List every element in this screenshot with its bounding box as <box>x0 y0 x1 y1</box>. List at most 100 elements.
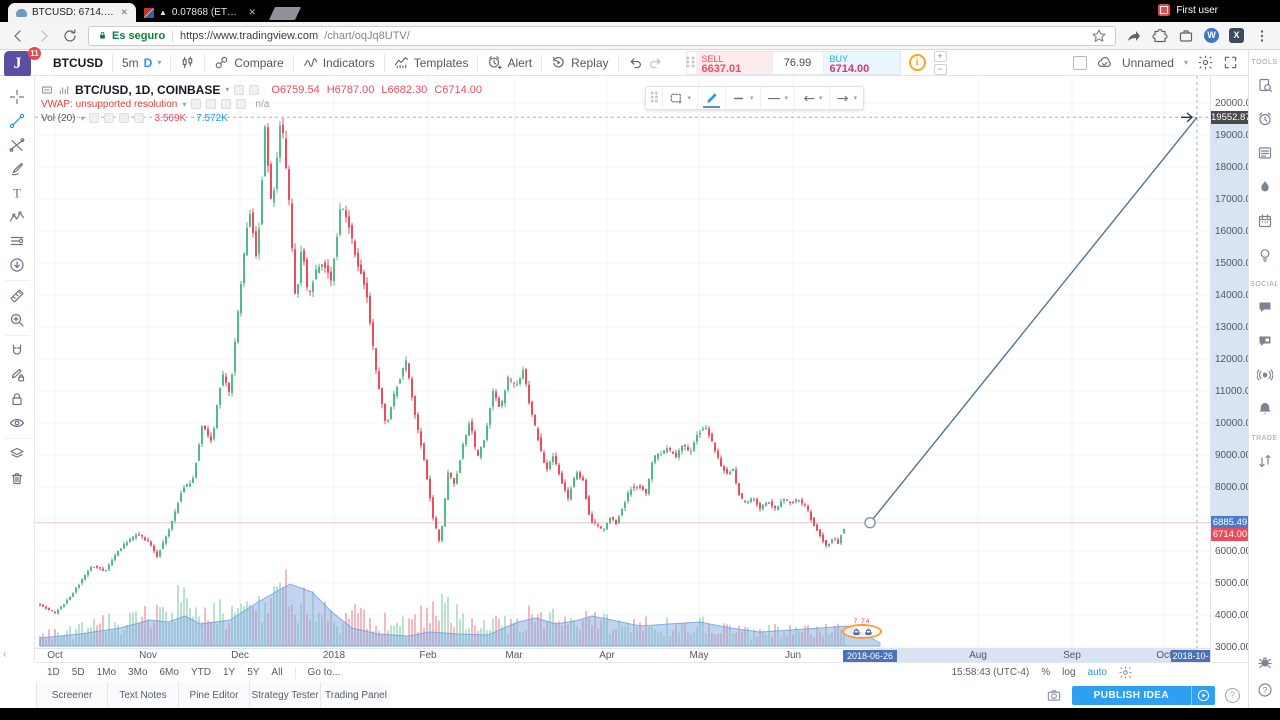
chevron-down-icon[interactable]: ▾ <box>1183 58 1188 67</box>
hotlists-button[interactable] <box>1249 170 1280 204</box>
chart-pane[interactable]: BTC/USD, 1D, COINBASE ▾ O6759.54 H6787.00… <box>35 76 1210 648</box>
zoom-out-button[interactable]: − <box>933 63 947 75</box>
sell-button[interactable]: SELL 6637.01 <box>695 51 772 74</box>
measure-ruler-tool[interactable] <box>0 284 35 308</box>
calendar-button[interactable] <box>1249 204 1280 238</box>
ship-emoji-marker[interactable]: 7 74 <box>840 618 884 640</box>
trading-panel-button[interactable] <box>1249 444 1280 478</box>
text-tool[interactable]: T <box>0 181 35 205</box>
indicator-settings-button[interactable] <box>89 113 100 123</box>
data-window-button[interactable] <box>1249 136 1280 170</box>
price-axis[interactable]: 20000.00 19000.00 18000.00 17000.00 16000.00… <box>1210 76 1248 662</box>
new-tab-button[interactable] <box>268 7 302 20</box>
alerts-button[interactable] <box>1249 102 1280 136</box>
play-circle-icon[interactable] <box>1197 689 1210 702</box>
indicator-visibility-button[interactable] <box>206 99 217 109</box>
auto-scale-button[interactable]: auto <box>1087 667 1107 678</box>
briefcase-icon[interactable] <box>1178 28 1194 44</box>
brush-tool[interactable] <box>0 157 35 181</box>
vwap-indicator-label[interactable]: VWAP: unsupported resolution <box>41 98 178 110</box>
tab-close-icon[interactable]: ✕ <box>248 7 256 17</box>
publish-idea-button[interactable]: PUBLISH IDEA <box>1071 685 1215 705</box>
forecast-tool[interactable] <box>0 229 35 253</box>
series-settings-button[interactable] <box>234 84 245 95</box>
undo-icon[interactable] <box>628 55 643 70</box>
extension-icon[interactable] <box>1152 28 1168 44</box>
object-tree-layers-tool[interactable] <box>0 442 35 466</box>
info-icon[interactable]: i <box>908 54 926 71</box>
clock-label[interactable]: 15:58:43 (UTC-4) <box>951 667 1030 678</box>
settings-gear-icon[interactable] <box>1198 55 1213 70</box>
x-extension-icon[interactable]: X <box>1229 28 1244 43</box>
templates-button[interactable]: Templates <box>385 50 478 75</box>
redo-icon[interactable] <box>648 55 663 70</box>
snapshot-camera-icon[interactable] <box>1046 688 1062 703</box>
draw-pencil-button[interactable] <box>696 87 725 109</box>
browser-profile[interactable]: First user <box>1158 4 1218 16</box>
indicators-button[interactable]: Indicators <box>294 50 384 75</box>
gann-fib-tool[interactable] <box>0 133 35 157</box>
compare-button[interactable]: Compare <box>205 50 292 75</box>
tab-screener[interactable]: Screener <box>36 682 107 708</box>
notifications-button[interactable] <box>1249 392 1280 426</box>
range-5y[interactable]: 5Y <box>247 667 260 678</box>
range-6mo[interactable]: 6Mo <box>159 667 179 678</box>
collapse-toolbar-chevron[interactable]: ‹ <box>3 649 7 660</box>
kebab-menu-icon[interactable] <box>1254 28 1270 44</box>
volume-indicator-label[interactable]: Vol (20) <box>41 112 76 124</box>
remove-drawings-trash-tool[interactable] <box>0 466 35 490</box>
browser-tab-active[interactable]: BTCUSD: 6714.00 ▼−0.67 ✕ <box>8 3 136 22</box>
drawing-lock-tool[interactable] <box>0 363 35 387</box>
alert-button[interactable]: Alert <box>478 50 541 75</box>
layout-checkbox[interactable] <box>1072 55 1087 70</box>
my-ideas-button[interactable] <box>1249 238 1280 272</box>
watchlist-button[interactable] <box>1249 68 1280 102</box>
chats-button[interactable] <box>1249 290 1280 324</box>
fullscreen-icon[interactable] <box>1223 55 1238 70</box>
indicator-close-button[interactable] <box>134 113 145 123</box>
w-extension-icon[interactable]: W <box>1204 28 1219 43</box>
bookmark-star-icon[interactable] <box>1091 28 1107 44</box>
range-1mo[interactable]: 1Mo <box>96 667 117 678</box>
marquee-select-button[interactable]: ▾ <box>662 87 697 109</box>
address-bar[interactable]: Es seguro | https://www.tradingview.com … <box>88 25 1116 46</box>
line-right-end-button[interactable]: ▾ <box>828 87 864 109</box>
help-button[interactable]: ? <box>1249 682 1280 698</box>
pattern-tool[interactable] <box>0 205 35 229</box>
refresh-icon[interactable] <box>62 28 78 44</box>
forward-icon[interactable] <box>36 28 52 44</box>
report-bug-button[interactable] <box>1249 654 1280 670</box>
zoom-in-button[interactable]: + <box>933 50 947 62</box>
line-style-button[interactable]: ▾ <box>724 87 760 109</box>
log-scale-button[interactable]: log <box>1062 667 1076 678</box>
line-left-end-button[interactable]: ▾ <box>794 87 829 109</box>
series-visibility-button[interactable] <box>249 84 260 95</box>
secure-chip[interactable]: Es seguro <box>97 30 165 42</box>
range-1y[interactable]: 1Y <box>222 667 236 678</box>
range-3mo[interactable]: 3Mo <box>128 667 148 678</box>
range-5d[interactable]: 5D <box>71 667 85 678</box>
indicator-add-button[interactable] <box>119 113 130 123</box>
browser-tab-inactive[interactable]: ▲ 0.07868 (ETHM18) Trad ✕ <box>136 3 264 22</box>
chevron-down-icon[interactable]: ▾ <box>157 58 162 67</box>
interval-5m[interactable]: 5m <box>122 55 139 70</box>
layout-name[interactable]: Unnamed <box>1121 55 1174 70</box>
ideas-stream-button[interactable] <box>1249 358 1280 392</box>
chart-style-candles-icon[interactable] <box>180 55 195 70</box>
share-arrow-icon[interactable] <box>1126 28 1142 44</box>
magnet-tool[interactable] <box>0 339 35 363</box>
indicator-close-button[interactable] <box>236 99 247 109</box>
time-axis[interactable]: Oct Nov Dec 2018 Feb Mar Apr May Jun Aug Sep Oct 20… <box>35 648 1210 662</box>
series-title[interactable]: BTC/USD, 1D, COINBASE <box>75 82 221 97</box>
interval-1d[interactable]: D <box>143 55 153 70</box>
indicator-settings-button[interactable] <box>191 99 202 109</box>
percent-scale-button[interactable]: % <box>1041 667 1051 678</box>
indicator-add-button[interactable] <box>221 99 232 109</box>
zoom-in-tool[interactable] <box>0 308 35 332</box>
hide-drawings-eye-tool[interactable] <box>0 411 35 435</box>
range-ytd[interactable]: YTD <box>190 667 211 678</box>
goto-date-button[interactable]: Go to... <box>307 667 341 678</box>
symbol-button[interactable]: BTCUSD <box>53 55 103 70</box>
tab-close-icon[interactable]: ✕ <box>120 7 128 17</box>
range-all[interactable]: All <box>271 667 283 678</box>
